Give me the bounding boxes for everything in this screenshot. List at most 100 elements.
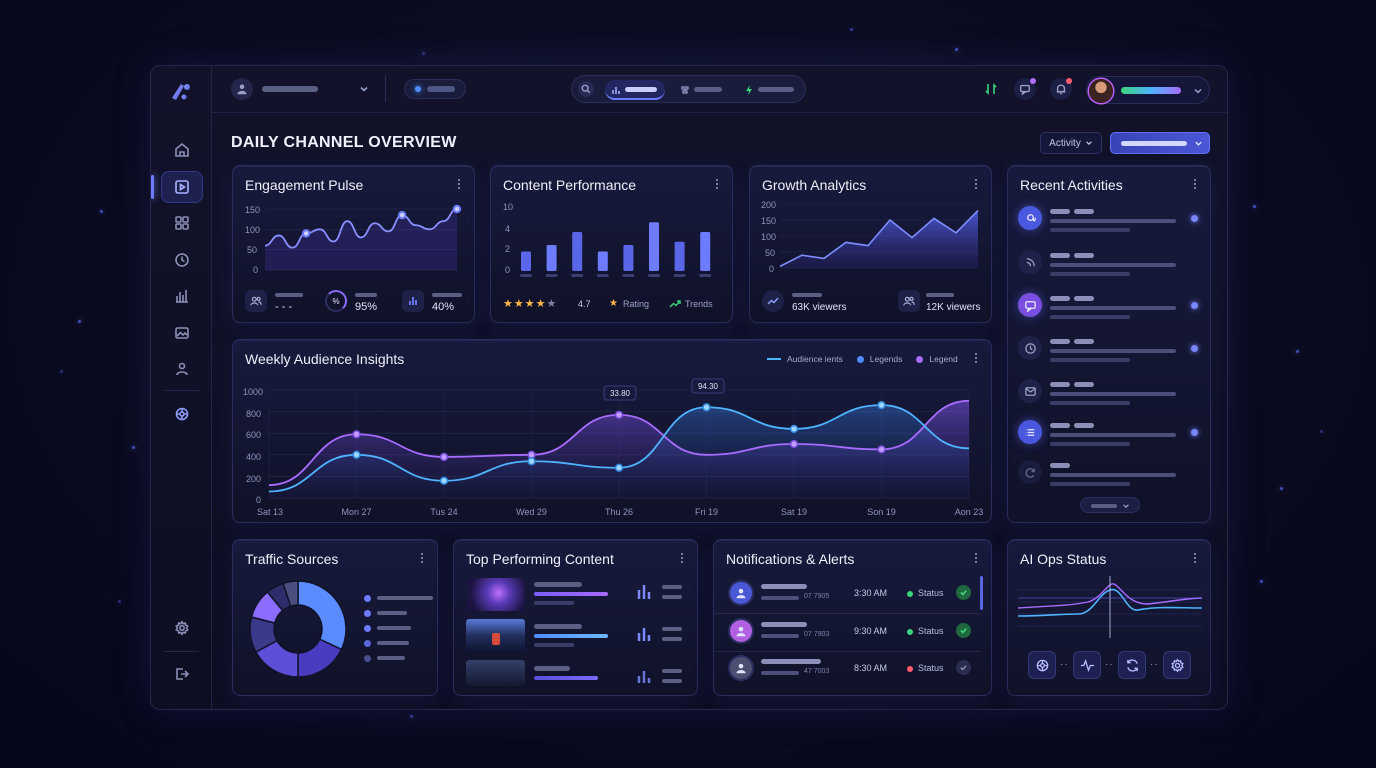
data-point [877,400,886,410]
status-label: Status [918,588,944,598]
activity-text-placeholder [1050,253,1070,258]
data-point [702,403,711,412]
gear-icon[interactable] [1163,651,1191,679]
legend-label: Legends [869,354,903,364]
status-pill[interactable] [404,79,466,99]
more-options-icon[interactable] [677,551,687,565]
nav-person-icon[interactable] [161,353,203,385]
star-icon: ★ [609,298,618,309]
video-thumbnail[interactable] [466,660,525,686]
messages-icon[interactable] [1014,78,1036,100]
more-options-icon[interactable] [417,551,427,565]
more-options-icon[interactable] [1190,177,1200,191]
nav-home-icon[interactable] [161,134,203,166]
notification-title-placeholder [761,584,807,589]
nav-clock-icon[interactable] [161,244,203,276]
content-stat-placeholder [662,679,682,683]
trends-label: Trends [685,299,713,309]
ai-core-icon[interactable] [1028,651,1056,679]
search-icon[interactable] [578,81,594,97]
notification-row[interactable]: 07 7903 9:30 AM Status [714,618,980,652]
scrollbar-thumb[interactable] [980,576,983,610]
data-point [789,424,799,434]
nav-video-icon[interactable] [151,171,203,203]
status-label: Status [918,663,944,673]
legend-dot [364,610,371,617]
data-point [439,476,449,485]
more-options-icon[interactable] [971,351,981,365]
y-tick: 2 [505,244,510,254]
chevron-down-icon[interactable] [1193,86,1203,96]
nav-grid-icon[interactable] [161,207,203,239]
pulse-icon[interactable] [1073,651,1101,679]
content-title-placeholder [534,666,570,671]
stat-value: 12K viewers [926,302,981,313]
more-options-icon[interactable] [454,177,464,191]
notification-row[interactable]: 07 7905 3:30 AM Status [714,580,980,614]
activity-text-placeholder [1050,392,1176,396]
bar [546,245,557,271]
growth-chart: 200 150 100 50 0 [761,200,979,274]
notification-time: 9:30 AM [854,625,888,636]
rating-label: Rating [623,299,650,309]
legend-swatch [767,358,781,360]
nav-settings-icon[interactable] [161,612,203,644]
stat-label-placeholder [792,293,822,297]
tab-activity[interactable] [740,80,802,100]
nav-bar-chart-icon[interactable] [161,280,203,312]
content-progress [534,634,608,638]
activity-filter[interactable]: Activity [1040,132,1102,154]
sidebar-divider [165,390,199,391]
x-tick: Fri 19 [695,507,718,517]
activity-text-placeholder [1074,253,1094,258]
legend-dot [364,640,371,647]
activity-text-placeholder [1050,209,1070,214]
legend-label-placeholder [377,641,409,645]
nav-ai-icon[interactable] [161,398,203,430]
video-thumbnail[interactable] [466,619,525,652]
list-icon [1018,420,1042,444]
nav-image-icon[interactable] [161,317,203,349]
chevron-down-icon[interactable] [358,83,370,95]
y-tick: 400 [246,452,261,462]
bar [521,251,531,271]
recent-activities-card: Recent Activities [1007,165,1211,523]
profile-avatar[interactable] [1089,79,1113,103]
refresh-icon[interactable] [1118,651,1146,679]
bell-icon[interactable] [1050,78,1072,100]
top-content-card: Top Performing Content [453,539,698,696]
y-tick: 4 [505,224,510,234]
y-tick: 10 [503,202,513,212]
more-options-icon[interactable] [1190,551,1200,565]
data-point [877,445,886,454]
bar-base [699,274,712,277]
stat-label-placeholder [355,293,377,297]
x-tick: Aon 23 [955,507,984,517]
more-options-icon[interactable] [712,177,722,191]
range-dropdown[interactable] [1110,132,1210,154]
more-options-icon[interactable] [971,177,981,191]
data-point [397,210,407,220]
tab-analytics[interactable] [605,80,665,100]
more-options-icon[interactable] [971,551,981,565]
bar-base [596,274,609,277]
bar [700,232,711,271]
notification-avatar [730,657,752,679]
activity-text-placeholder [1050,339,1070,344]
notification-row[interactable]: 47 7003 8:30 AM Status [714,655,980,689]
sync-icon[interactable] [982,80,1000,98]
sidebar [151,66,212,709]
video-thumbnail[interactable] [466,578,525,611]
rss-icon [1018,250,1042,274]
profile-menu[interactable] [1086,76,1210,104]
load-more-button[interactable] [1080,497,1140,513]
tab-hierarchy[interactable] [676,80,732,100]
nav-logout-icon[interactable] [161,658,203,690]
content-stat-placeholder [662,637,682,641]
activity-text-placeholder [1074,339,1094,344]
notification-sub: 47 7003 [804,668,830,675]
user-avatar-icon[interactable] [231,78,253,100]
x-tick: Sat 19 [781,507,807,517]
pie-slice [297,580,347,651]
activity-text-placeholder [1050,358,1130,362]
